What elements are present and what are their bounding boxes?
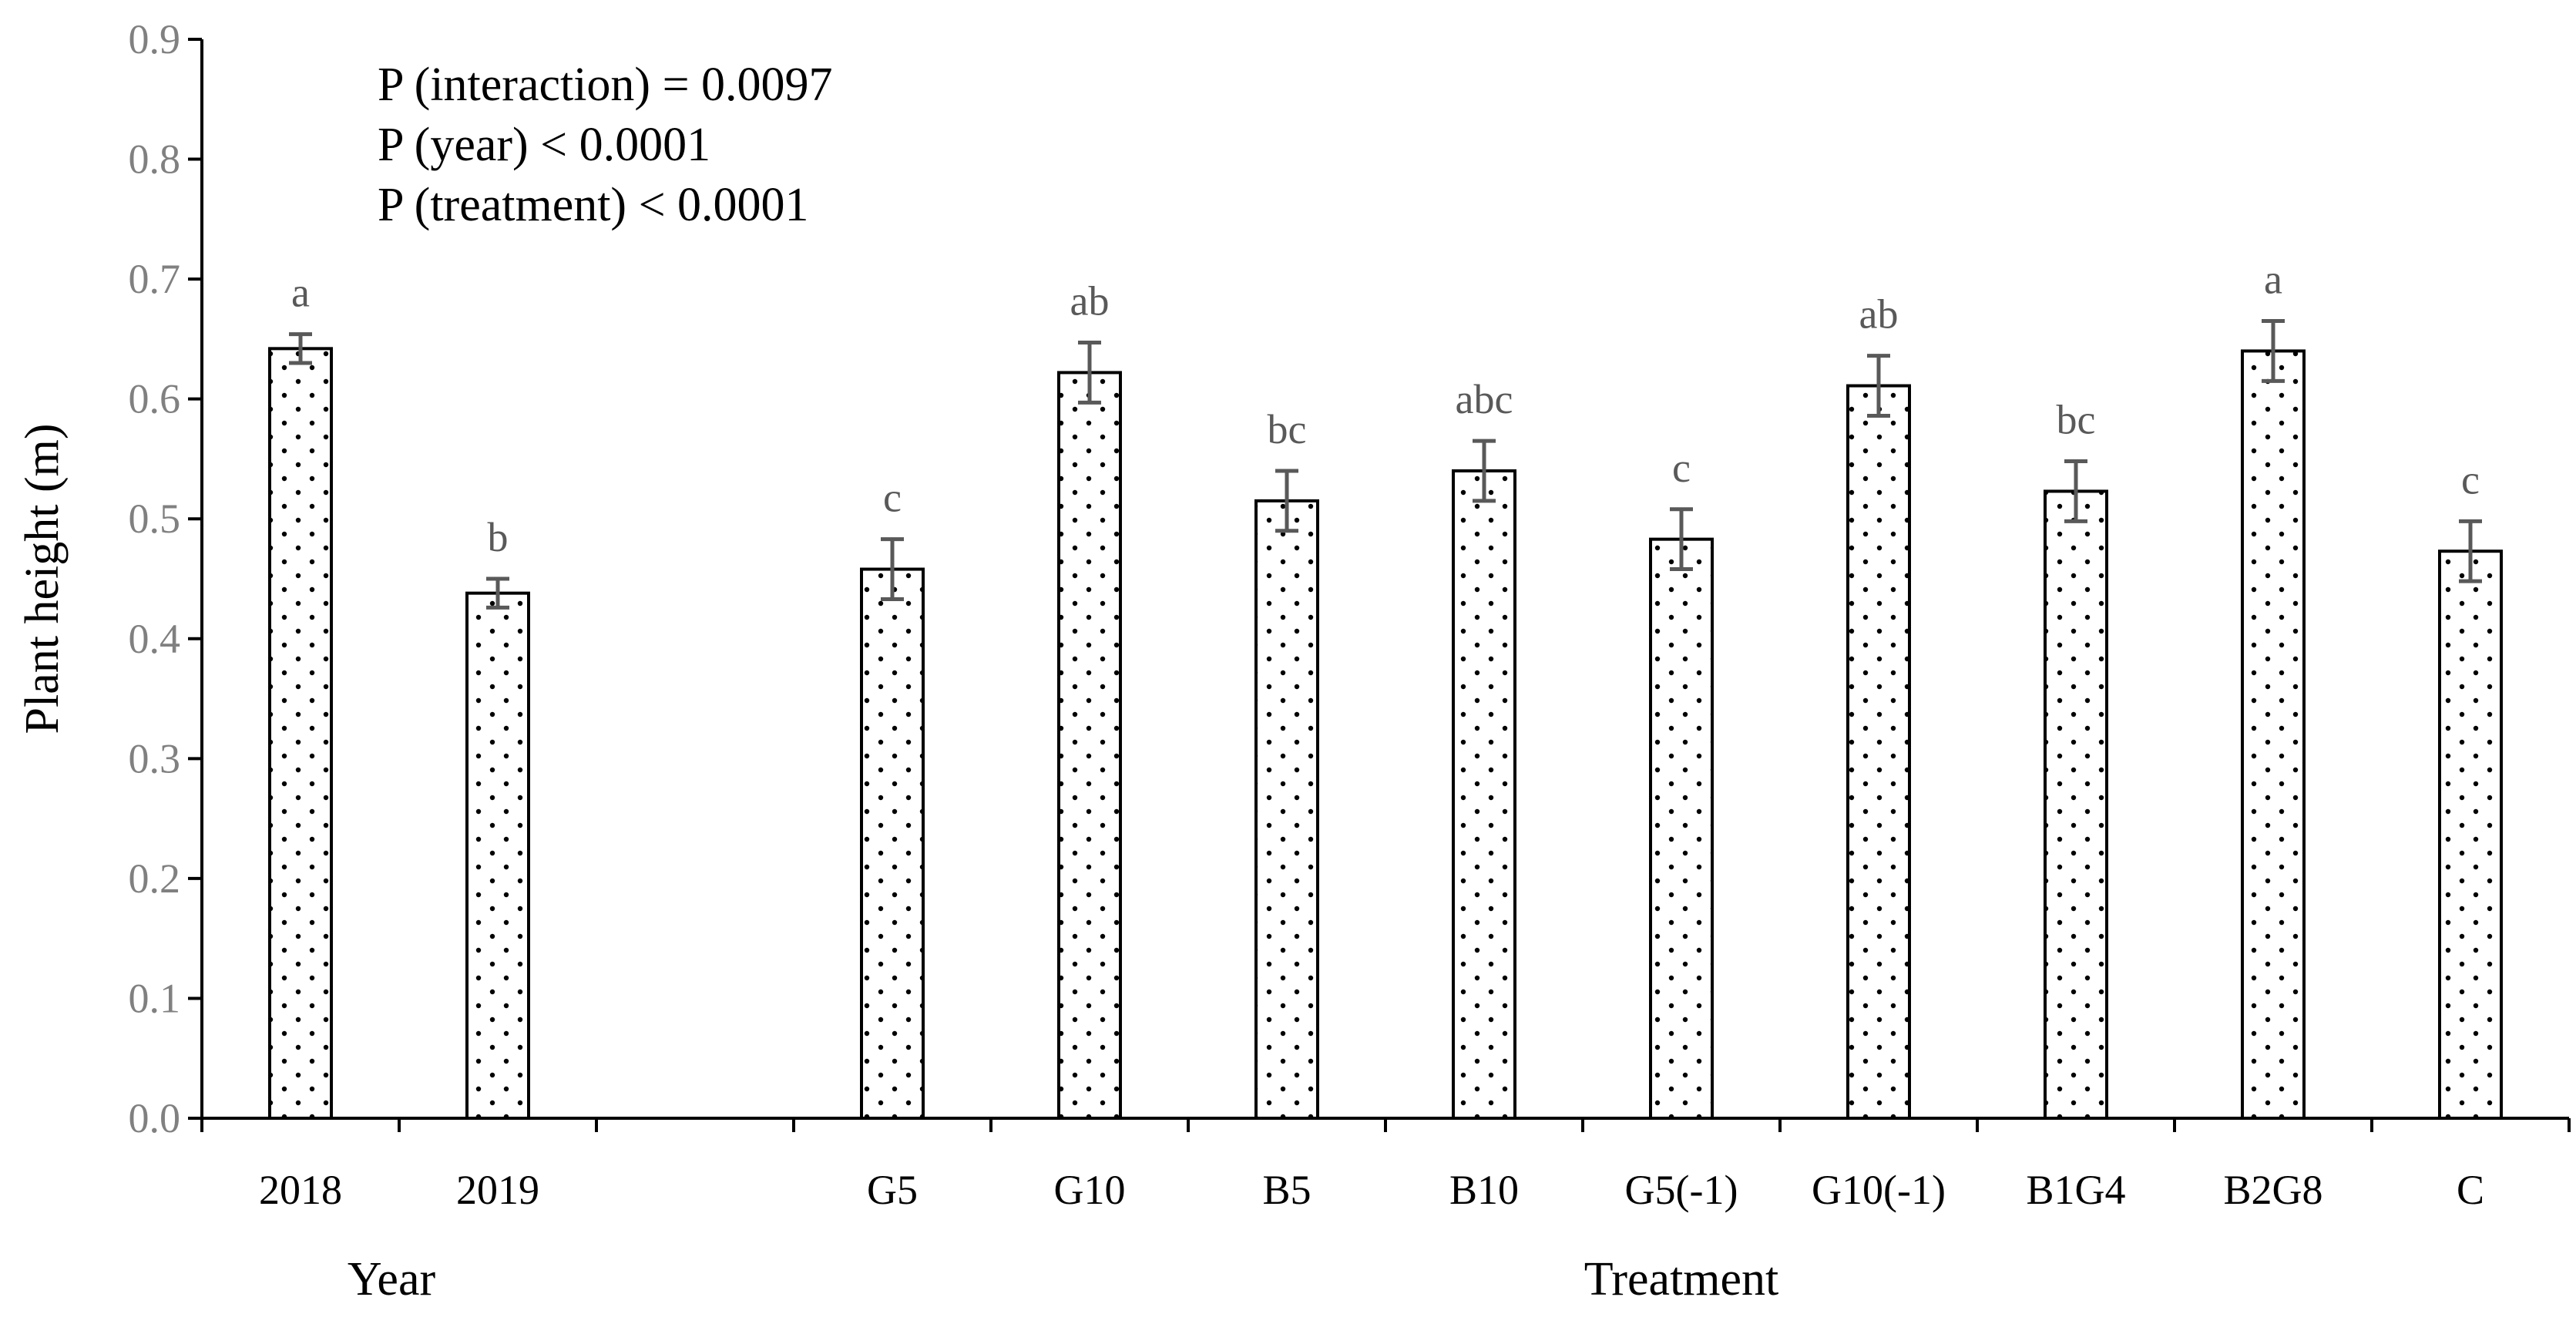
significance-letter: a bbox=[2264, 257, 2282, 303]
significance-letter: abc bbox=[1456, 376, 1513, 422]
x-tick-label: G5(-1) bbox=[1625, 1167, 1738, 1213]
bar bbox=[1846, 384, 1911, 1120]
x-group-title-treatment: Treatment bbox=[1584, 1253, 1779, 1306]
significance-letter: c bbox=[1672, 445, 1691, 491]
significance-letter: bc bbox=[1268, 406, 1307, 452]
y-tick-label: 0.2 bbox=[129, 855, 181, 902]
significance-letter: a bbox=[291, 270, 310, 316]
bar bbox=[2438, 549, 2503, 1120]
bar bbox=[268, 347, 333, 1121]
y-tick-label: 0.4 bbox=[129, 616, 181, 662]
significance-letter: ab bbox=[1859, 291, 1899, 338]
significance-letter: bc bbox=[2057, 397, 2096, 443]
y-tick-label: 0.8 bbox=[129, 136, 181, 183]
significance-letter: c bbox=[883, 475, 902, 521]
stats-annotation: P (interaction) = 0.0097 bbox=[378, 59, 833, 111]
y-tick-label: 0.9 bbox=[129, 16, 181, 62]
x-tick-label: G5 bbox=[867, 1167, 918, 1213]
y-tick-label: 0.1 bbox=[129, 975, 181, 1021]
y-tick-label: 0.3 bbox=[129, 735, 181, 781]
x-tick-label: 2018 bbox=[259, 1167, 342, 1213]
significance-letter: ab bbox=[1070, 278, 1110, 324]
bar bbox=[2241, 349, 2306, 1120]
bar bbox=[2044, 489, 2108, 1120]
y-tick-label: 0.0 bbox=[129, 1095, 181, 1141]
bar bbox=[1254, 499, 1319, 1120]
bar bbox=[1452, 469, 1516, 1120]
x-tick-label: G10 bbox=[1054, 1167, 1126, 1213]
significance-letter: b bbox=[488, 514, 509, 560]
x-tick-label: B2G8 bbox=[2223, 1167, 2322, 1213]
stats-annotation: P (treatment) < 0.0001 bbox=[378, 179, 809, 231]
x-tick-label: B5 bbox=[1262, 1167, 1311, 1213]
x-tick-label: B10 bbox=[1449, 1167, 1519, 1213]
bar bbox=[1057, 371, 1122, 1120]
x-tick-label: B1G4 bbox=[2026, 1167, 2125, 1213]
bar bbox=[465, 591, 530, 1120]
x-tick-label: G10(-1) bbox=[1812, 1167, 1946, 1213]
y-axis-title: Plant height (m) bbox=[16, 424, 69, 734]
stats-annotation: P (year) < 0.0001 bbox=[378, 119, 710, 171]
significance-letter: c bbox=[2461, 456, 2480, 502]
y-tick-label: 0.6 bbox=[129, 376, 181, 422]
x-group-title-year: Year bbox=[348, 1253, 436, 1306]
x-tick-label: C bbox=[2457, 1167, 2484, 1213]
bar bbox=[1649, 537, 1714, 1120]
bar bbox=[860, 567, 925, 1120]
y-tick-label: 0.7 bbox=[129, 256, 181, 302]
y-tick-label: 0.5 bbox=[129, 496, 181, 542]
x-tick-label: 2019 bbox=[456, 1167, 539, 1213]
